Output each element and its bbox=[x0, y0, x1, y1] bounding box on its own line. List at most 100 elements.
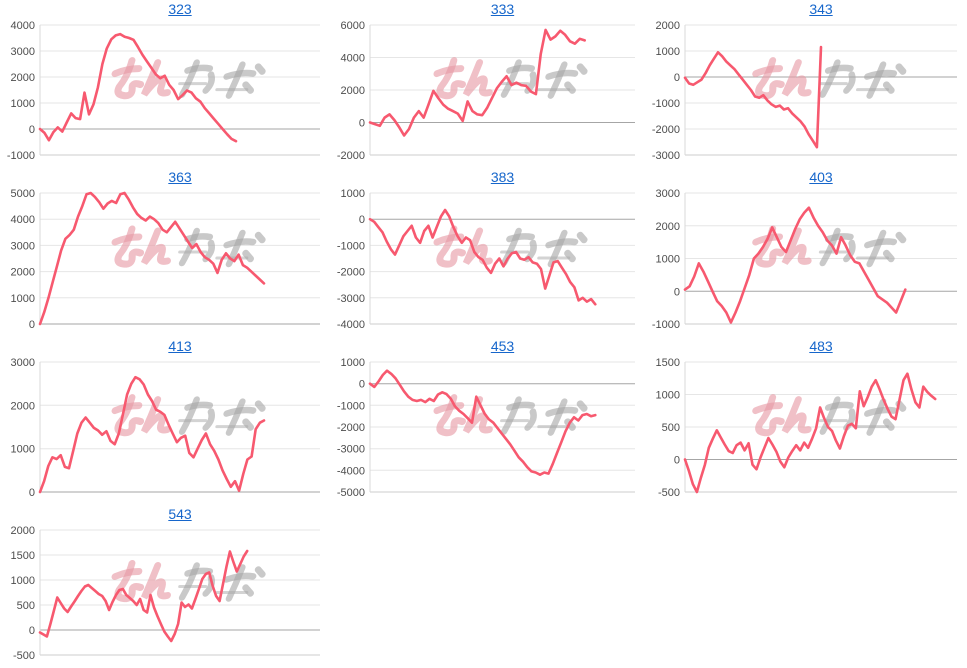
chart-title-row: 343 bbox=[645, 0, 967, 20]
y-tick-label: -4000 bbox=[337, 319, 365, 331]
y-tick-label: 3000 bbox=[656, 188, 680, 200]
y-tick-label: 2000 bbox=[11, 400, 35, 412]
y-tick-label: 0 bbox=[674, 72, 680, 84]
y-tick-label: 4000 bbox=[11, 20, 35, 32]
y-tick-label: -1000 bbox=[7, 150, 35, 162]
price-line bbox=[683, 206, 907, 324]
y-tick-label: 500 bbox=[662, 422, 680, 434]
chart-link-453[interactable]: 453 bbox=[490, 338, 515, 354]
y-tick-label: 2000 bbox=[11, 72, 35, 84]
y-tick-label: 1000 bbox=[11, 293, 35, 305]
y-tick-label: -1000 bbox=[337, 240, 365, 252]
line-chart-453: -5000 -4000 -3000 -2000 -1000 0 1000 bbox=[337, 357, 635, 499]
chart-title-row: 543 bbox=[0, 505, 330, 525]
y-tick-label: -4000 bbox=[337, 465, 365, 477]
y-tick-label: 2000 bbox=[341, 85, 365, 97]
watermark-minkabu-logo bbox=[111, 394, 266, 437]
line-chart-383: -4000 -3000 -2000 -1000 0 1000 bbox=[337, 188, 635, 331]
chart-cell-333: 333 -2000 0 2000 4000 6000 bbox=[330, 0, 645, 168]
y-tick-label: -500 bbox=[13, 650, 35, 662]
y-tick-label: 1000 bbox=[11, 575, 35, 587]
chart-title-row: 383 bbox=[330, 168, 645, 188]
chart-link-543[interactable]: 543 bbox=[168, 506, 192, 522]
y-tick-label: 4000 bbox=[11, 214, 35, 226]
chart-title-row: 363 bbox=[0, 168, 330, 188]
watermark-minkabu-logo bbox=[111, 560, 266, 603]
y-tick-label: 0 bbox=[359, 379, 365, 391]
chart-title-row: 403 bbox=[645, 168, 967, 188]
y-tick-label: 2000 bbox=[656, 20, 680, 32]
y-tick-label: 1000 bbox=[656, 390, 680, 402]
line-chart-483: -500 0 500 1000 1500 bbox=[656, 357, 957, 499]
chart-cell-403: 403 -1000 0 1000 2000 3000 bbox=[645, 168, 967, 337]
chart-link-413[interactable]: 413 bbox=[168, 338, 192, 354]
y-tick-label: 3000 bbox=[11, 46, 35, 58]
watermark-minkabu-logo bbox=[111, 57, 266, 100]
chart-cell-343: 343 -3000 -2000 -1000 0 1000 2000 bbox=[645, 0, 967, 168]
price-line bbox=[683, 372, 937, 494]
y-tick-label: 1000 bbox=[11, 98, 35, 110]
y-tick-label: 0 bbox=[29, 487, 35, 499]
line-chart-333: -2000 0 2000 4000 6000 bbox=[337, 20, 635, 162]
watermark-minkabu-logo bbox=[752, 394, 907, 437]
y-tick-label: -1000 bbox=[652, 98, 680, 110]
chart-link-403[interactable]: 403 bbox=[809, 169, 833, 185]
watermark-minkabu-logo bbox=[433, 57, 588, 100]
y-tick-label: 1000 bbox=[11, 444, 35, 456]
watermark-minkabu-logo bbox=[433, 394, 588, 437]
y-tick-label: 4000 bbox=[341, 53, 365, 65]
y-tick-label: -500 bbox=[658, 487, 680, 499]
y-tick-label: -2000 bbox=[652, 124, 680, 136]
y-tick-label: 3000 bbox=[11, 357, 35, 369]
line-chart-323: -1000 0 1000 2000 3000 4000 bbox=[7, 20, 320, 162]
y-tick-label: 6000 bbox=[341, 20, 365, 32]
y-tick-label: 0 bbox=[359, 118, 365, 130]
watermark-minkabu-logo bbox=[752, 57, 907, 100]
price-line bbox=[38, 32, 238, 143]
chart-cell-543: 543 -500 0 500 1000 1500 2000 bbox=[0, 505, 330, 668]
y-tick-label: -2000 bbox=[337, 422, 365, 434]
y-tick-label: 0 bbox=[359, 214, 365, 226]
chart-link-383[interactable]: 383 bbox=[490, 169, 515, 185]
chart-title-row: 413 bbox=[0, 337, 330, 357]
y-tick-label: 1000 bbox=[656, 46, 680, 58]
line-chart-413: 0 1000 2000 3000 bbox=[11, 357, 320, 499]
y-tick-label: -1000 bbox=[337, 400, 365, 412]
price-line bbox=[368, 208, 597, 306]
y-tick-label: 1000 bbox=[341, 188, 365, 200]
chart-cell-453: 453 -5000 -4000 -3000 -2000 -1000 0 1000 bbox=[330, 337, 645, 505]
y-tick-label: 0 bbox=[674, 455, 680, 467]
y-tick-label: -5000 bbox=[337, 487, 365, 499]
chart-link-483[interactable]: 483 bbox=[809, 338, 833, 354]
price-line bbox=[368, 369, 597, 476]
chart-cell-483: 483 -500 0 500 1000 1500 bbox=[645, 337, 967, 505]
line-chart-543: -500 0 500 1000 1500 2000 bbox=[11, 525, 320, 662]
chart-title-row: 323 bbox=[0, 0, 330, 20]
y-tick-label: 1500 bbox=[11, 550, 35, 562]
chart-link-333[interactable]: 333 bbox=[490, 1, 515, 17]
y-tick-label: 500 bbox=[17, 600, 35, 612]
y-tick-label: 0 bbox=[29, 625, 35, 637]
y-tick-label: 1500 bbox=[656, 357, 680, 369]
line-chart-403: -1000 0 1000 2000 3000 bbox=[652, 188, 957, 331]
chart-cell-383: 383 -4000 -3000 -2000 -1000 0 1000 bbox=[330, 168, 645, 337]
chart-link-343[interactable]: 343 bbox=[809, 1, 833, 17]
chart-cell-363: 363 0 1000 2000 3000 4000 5000 bbox=[0, 168, 330, 337]
chart-link-323[interactable]: 323 bbox=[168, 1, 192, 17]
y-tick-label: 2000 bbox=[656, 221, 680, 233]
y-tick-label: -2000 bbox=[337, 267, 365, 279]
chart-link-363[interactable]: 363 bbox=[168, 169, 192, 185]
y-tick-label: -2000 bbox=[337, 150, 365, 162]
price-line bbox=[38, 375, 266, 494]
y-tick-label: 1000 bbox=[656, 254, 680, 266]
y-tick-label: 1000 bbox=[341, 357, 365, 369]
chart-title-row: 333 bbox=[330, 0, 645, 20]
y-tick-label: 0 bbox=[29, 124, 35, 136]
line-chart-363: 0 1000 2000 3000 4000 5000 bbox=[11, 188, 320, 331]
y-tick-label: -3000 bbox=[652, 150, 680, 162]
line-chart-343: -3000 -2000 -1000 0 1000 2000 bbox=[652, 20, 957, 162]
chart-title-row: 453 bbox=[330, 337, 645, 357]
price-line bbox=[368, 28, 586, 137]
